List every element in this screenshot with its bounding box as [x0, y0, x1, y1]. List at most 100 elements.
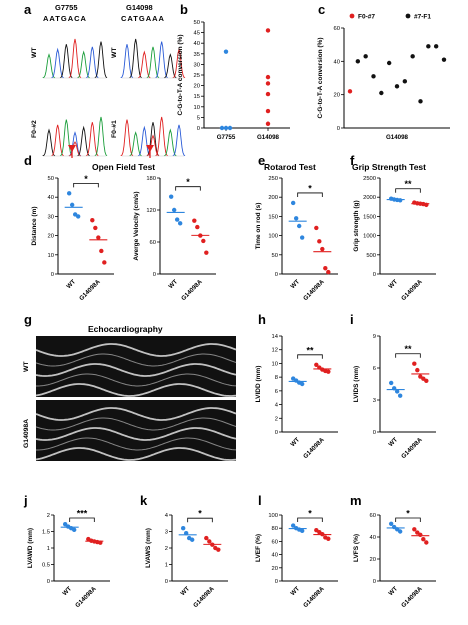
x-axis-label: G14098 — [386, 134, 409, 141]
category-label: G14098A — [74, 585, 98, 609]
data-point — [177, 221, 183, 226]
data-point — [174, 217, 180, 222]
sequence-right: CATGAAA — [121, 14, 165, 23]
data-point — [90, 218, 95, 223]
y-tick-label: 4 — [165, 513, 169, 519]
significance-bracket — [395, 517, 421, 522]
echo-band — [35, 353, 237, 367]
significance-bracket — [175, 186, 201, 191]
panel-label-d: d — [24, 153, 32, 168]
data-point — [66, 191, 72, 196]
y-axis-label: Grip strength (g) — [353, 200, 360, 251]
legend-marker — [349, 13, 355, 19]
y-tick-label: 30 — [194, 62, 200, 68]
category-label: G14098A — [78, 278, 102, 302]
y-tick-label: 30 — [48, 214, 54, 220]
y-tick-label: 10 — [48, 253, 54, 259]
y-tick-label: 0 — [47, 579, 50, 585]
chromatogram-peak — [129, 131, 142, 157]
chromatogram-peak — [68, 38, 82, 79]
data-point — [189, 537, 195, 542]
chart-title: Grip Strength Test — [352, 162, 426, 172]
chart-k: 0 1 2 3 4 LVAWS (mm) WT G14098A * — [145, 509, 228, 609]
y-tick-label: 3 — [373, 398, 376, 404]
echo-trace-wt — [35, 343, 237, 397]
data-point — [386, 60, 392, 66]
gene-name-right: G14098 — [126, 3, 153, 12]
chart-l: 0 20 40 60 80 100 LVEF (%) WT G14098A * — [255, 509, 338, 609]
chromatogram-peak — [129, 38, 142, 79]
data-point — [433, 44, 439, 49]
echo-image-mut — [36, 400, 236, 461]
data-point — [195, 224, 200, 230]
data-point — [299, 235, 305, 240]
y-tick-label: 20 — [370, 557, 376, 563]
chromatogram-peak — [137, 50, 151, 79]
data-point — [426, 44, 431, 49]
y-tick-label: 6 — [373, 366, 376, 372]
data-point — [424, 378, 429, 383]
y-tick-label: 100 — [268, 234, 278, 240]
data-point — [293, 216, 299, 221]
data-point — [388, 521, 394, 526]
chart-e: 0 50 100 150 200 250 Time on rod (s) Rotarod Te… — [255, 162, 338, 302]
category-label: WT — [387, 585, 399, 597]
y-tick-label: 40 — [194, 41, 200, 47]
panel-label-f: f — [350, 153, 355, 168]
category-label: G14098A — [180, 278, 204, 302]
chromatogram-peak — [137, 125, 151, 157]
y-tick-label: 50 — [48, 176, 54, 182]
data-point — [227, 125, 233, 131]
y-tick-label: 20 — [194, 84, 200, 90]
y-tick-label: 50 — [194, 20, 200, 26]
data-point — [326, 536, 331, 541]
y-tick-label: 500 — [366, 253, 376, 259]
y-tick-label: 2000 — [363, 195, 376, 201]
echo-row-label-mut: G14098A — [23, 419, 30, 448]
y-axis-label: LVFS (%) — [353, 534, 360, 562]
data-point — [424, 540, 429, 545]
significance-bracket — [395, 188, 421, 193]
y-tick-label: 2 — [47, 513, 50, 519]
category-label: WT — [387, 436, 399, 448]
category-label: WT — [289, 585, 301, 597]
panel-label-l: l — [258, 493, 262, 508]
data-point — [418, 99, 423, 104]
significance-label: * — [308, 183, 312, 193]
echo-trace-mut — [35, 407, 237, 461]
y-tick-label: 60 — [370, 513, 376, 519]
chromatogram-peak — [77, 50, 90, 79]
sequence-left: AATGACA — [43, 14, 87, 23]
data-point — [219, 125, 225, 131]
y-tick-label: 14 — [272, 334, 279, 340]
data-point — [265, 108, 271, 114]
y-tick-label: 2500 — [363, 176, 376, 182]
y-axis-label: LVIDS (mm) — [353, 366, 360, 402]
panel-label-e: e — [258, 153, 265, 168]
chart-f: 0 500 1000 1500 2000 2500 Grip strength (g) Gri… — [352, 162, 436, 302]
data-point — [171, 207, 177, 213]
data-point — [418, 532, 423, 537]
data-point — [223, 125, 229, 131]
data-point — [363, 54, 368, 59]
data-point — [412, 361, 417, 366]
chromatogram-peak — [163, 53, 177, 79]
data-point — [96, 235, 101, 240]
category-label: G14098 — [257, 134, 280, 141]
data-point — [441, 57, 447, 62]
y-tick-label: 20 — [48, 234, 54, 240]
data-point — [296, 223, 302, 229]
chromatogram-peak — [51, 47, 64, 79]
category-label: WT — [179, 585, 191, 597]
y-axis-label: LVAWS (mm) — [145, 528, 152, 568]
echo-title: Echocardiography — [88, 324, 163, 334]
chromatogram-peak — [59, 44, 73, 79]
y-tick-label: 1500 — [363, 214, 376, 220]
data-point — [265, 121, 271, 126]
data-point — [397, 529, 403, 534]
chromatogram-peak — [42, 53, 56, 79]
data-point — [102, 260, 107, 265]
y-tick-label: 8 — [275, 375, 278, 381]
data-point — [397, 198, 403, 203]
y-tick-label: 250 — [268, 176, 278, 182]
